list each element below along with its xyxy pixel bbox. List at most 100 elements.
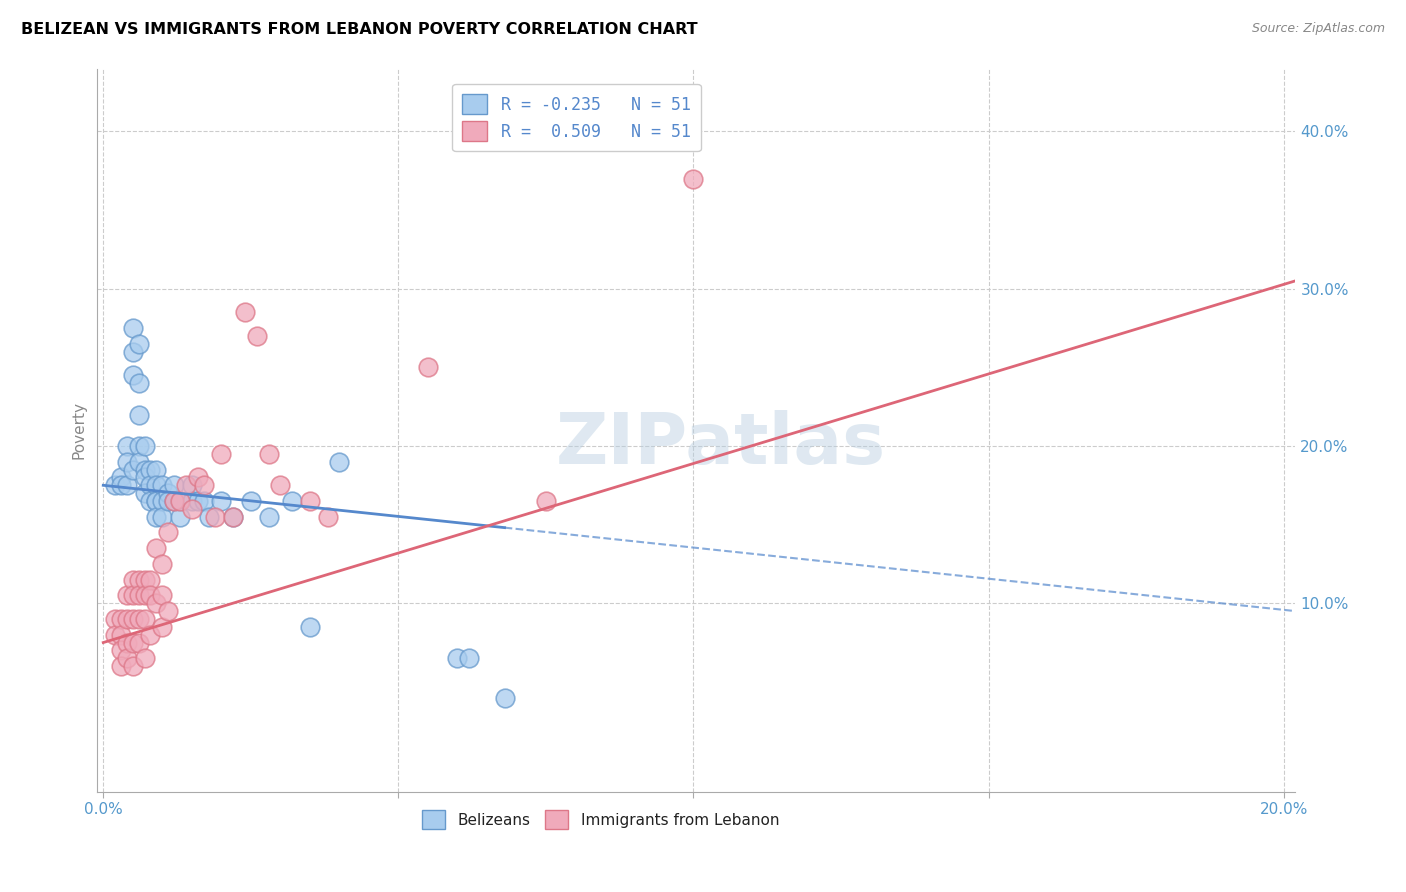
Point [163, 494, 186, 508]
Point [150, 509, 173, 524]
Point [121, 612, 143, 626]
Point [110, 478, 132, 492]
Point [128, 612, 150, 626]
Point [328, 455, 350, 469]
Point [222, 509, 245, 524]
Point [139, 573, 162, 587]
Point [233, 305, 256, 319]
Point [134, 486, 156, 500]
Point [110, 612, 132, 626]
Legend: Belizeans, Immigrants from Lebanon: Belizeans, Immigrants from Lebanon [416, 804, 785, 835]
Point [139, 628, 162, 642]
Point [121, 344, 143, 359]
Point [104, 478, 127, 492]
Point [115, 439, 138, 453]
Point [416, 360, 439, 375]
Point [128, 588, 150, 602]
Point [115, 612, 138, 626]
Point [180, 494, 202, 508]
Point [494, 690, 516, 705]
Point [134, 470, 156, 484]
Point [187, 470, 209, 484]
Point [458, 651, 481, 665]
Point [239, 494, 262, 508]
Text: BELIZEAN VS IMMIGRANTS FROM LEBANON POVERTY CORRELATION CHART: BELIZEAN VS IMMIGRANTS FROM LEBANON POVE… [21, 22, 697, 37]
Point [174, 478, 197, 492]
Point [121, 573, 143, 587]
Point [682, 171, 704, 186]
Point [110, 659, 132, 673]
Point [180, 478, 202, 492]
Y-axis label: Poverty: Poverty [72, 401, 86, 459]
Point [145, 494, 167, 508]
Point [128, 439, 150, 453]
Point [169, 494, 191, 508]
Point [157, 486, 180, 500]
Point [145, 462, 167, 476]
Point [115, 478, 138, 492]
Point [163, 494, 186, 508]
Point [157, 604, 180, 618]
Point [115, 455, 138, 469]
Point [269, 478, 291, 492]
Text: ZIPatlas: ZIPatlas [555, 410, 886, 479]
Point [139, 478, 162, 492]
Point [316, 509, 339, 524]
Point [204, 509, 226, 524]
Point [180, 501, 202, 516]
Point [145, 541, 167, 556]
Point [193, 494, 215, 508]
Point [134, 439, 156, 453]
Point [139, 588, 162, 602]
Point [121, 635, 143, 649]
Point [169, 494, 191, 508]
Point [446, 651, 468, 665]
Point [298, 620, 321, 634]
Point [150, 588, 173, 602]
Point [150, 620, 173, 634]
Point [139, 494, 162, 508]
Point [128, 455, 150, 469]
Point [209, 494, 232, 508]
Point [298, 494, 321, 508]
Point [134, 651, 156, 665]
Point [110, 643, 132, 657]
Point [115, 651, 138, 665]
Point [145, 478, 167, 492]
Point [104, 612, 127, 626]
Point [128, 336, 150, 351]
Point [193, 478, 215, 492]
Point [246, 329, 269, 343]
Point [187, 494, 209, 508]
Point [121, 588, 143, 602]
Point [139, 462, 162, 476]
Point [150, 557, 173, 571]
Point [145, 494, 167, 508]
Point [104, 628, 127, 642]
Point [134, 462, 156, 476]
Point [110, 470, 132, 484]
Point [209, 447, 232, 461]
Point [145, 509, 167, 524]
Point [169, 509, 191, 524]
Point [128, 635, 150, 649]
Point [134, 588, 156, 602]
Point [163, 478, 186, 492]
Point [121, 462, 143, 476]
Point [128, 376, 150, 390]
Point [115, 635, 138, 649]
Point [198, 509, 221, 524]
Point [145, 596, 167, 610]
Point [128, 408, 150, 422]
Point [281, 494, 304, 508]
Point [121, 368, 143, 383]
Point [534, 494, 557, 508]
Point [128, 573, 150, 587]
Point [257, 509, 280, 524]
Point [110, 628, 132, 642]
Point [157, 494, 180, 508]
Point [157, 525, 180, 540]
Point [150, 478, 173, 492]
Text: Source: ZipAtlas.com: Source: ZipAtlas.com [1251, 22, 1385, 36]
Point [134, 573, 156, 587]
